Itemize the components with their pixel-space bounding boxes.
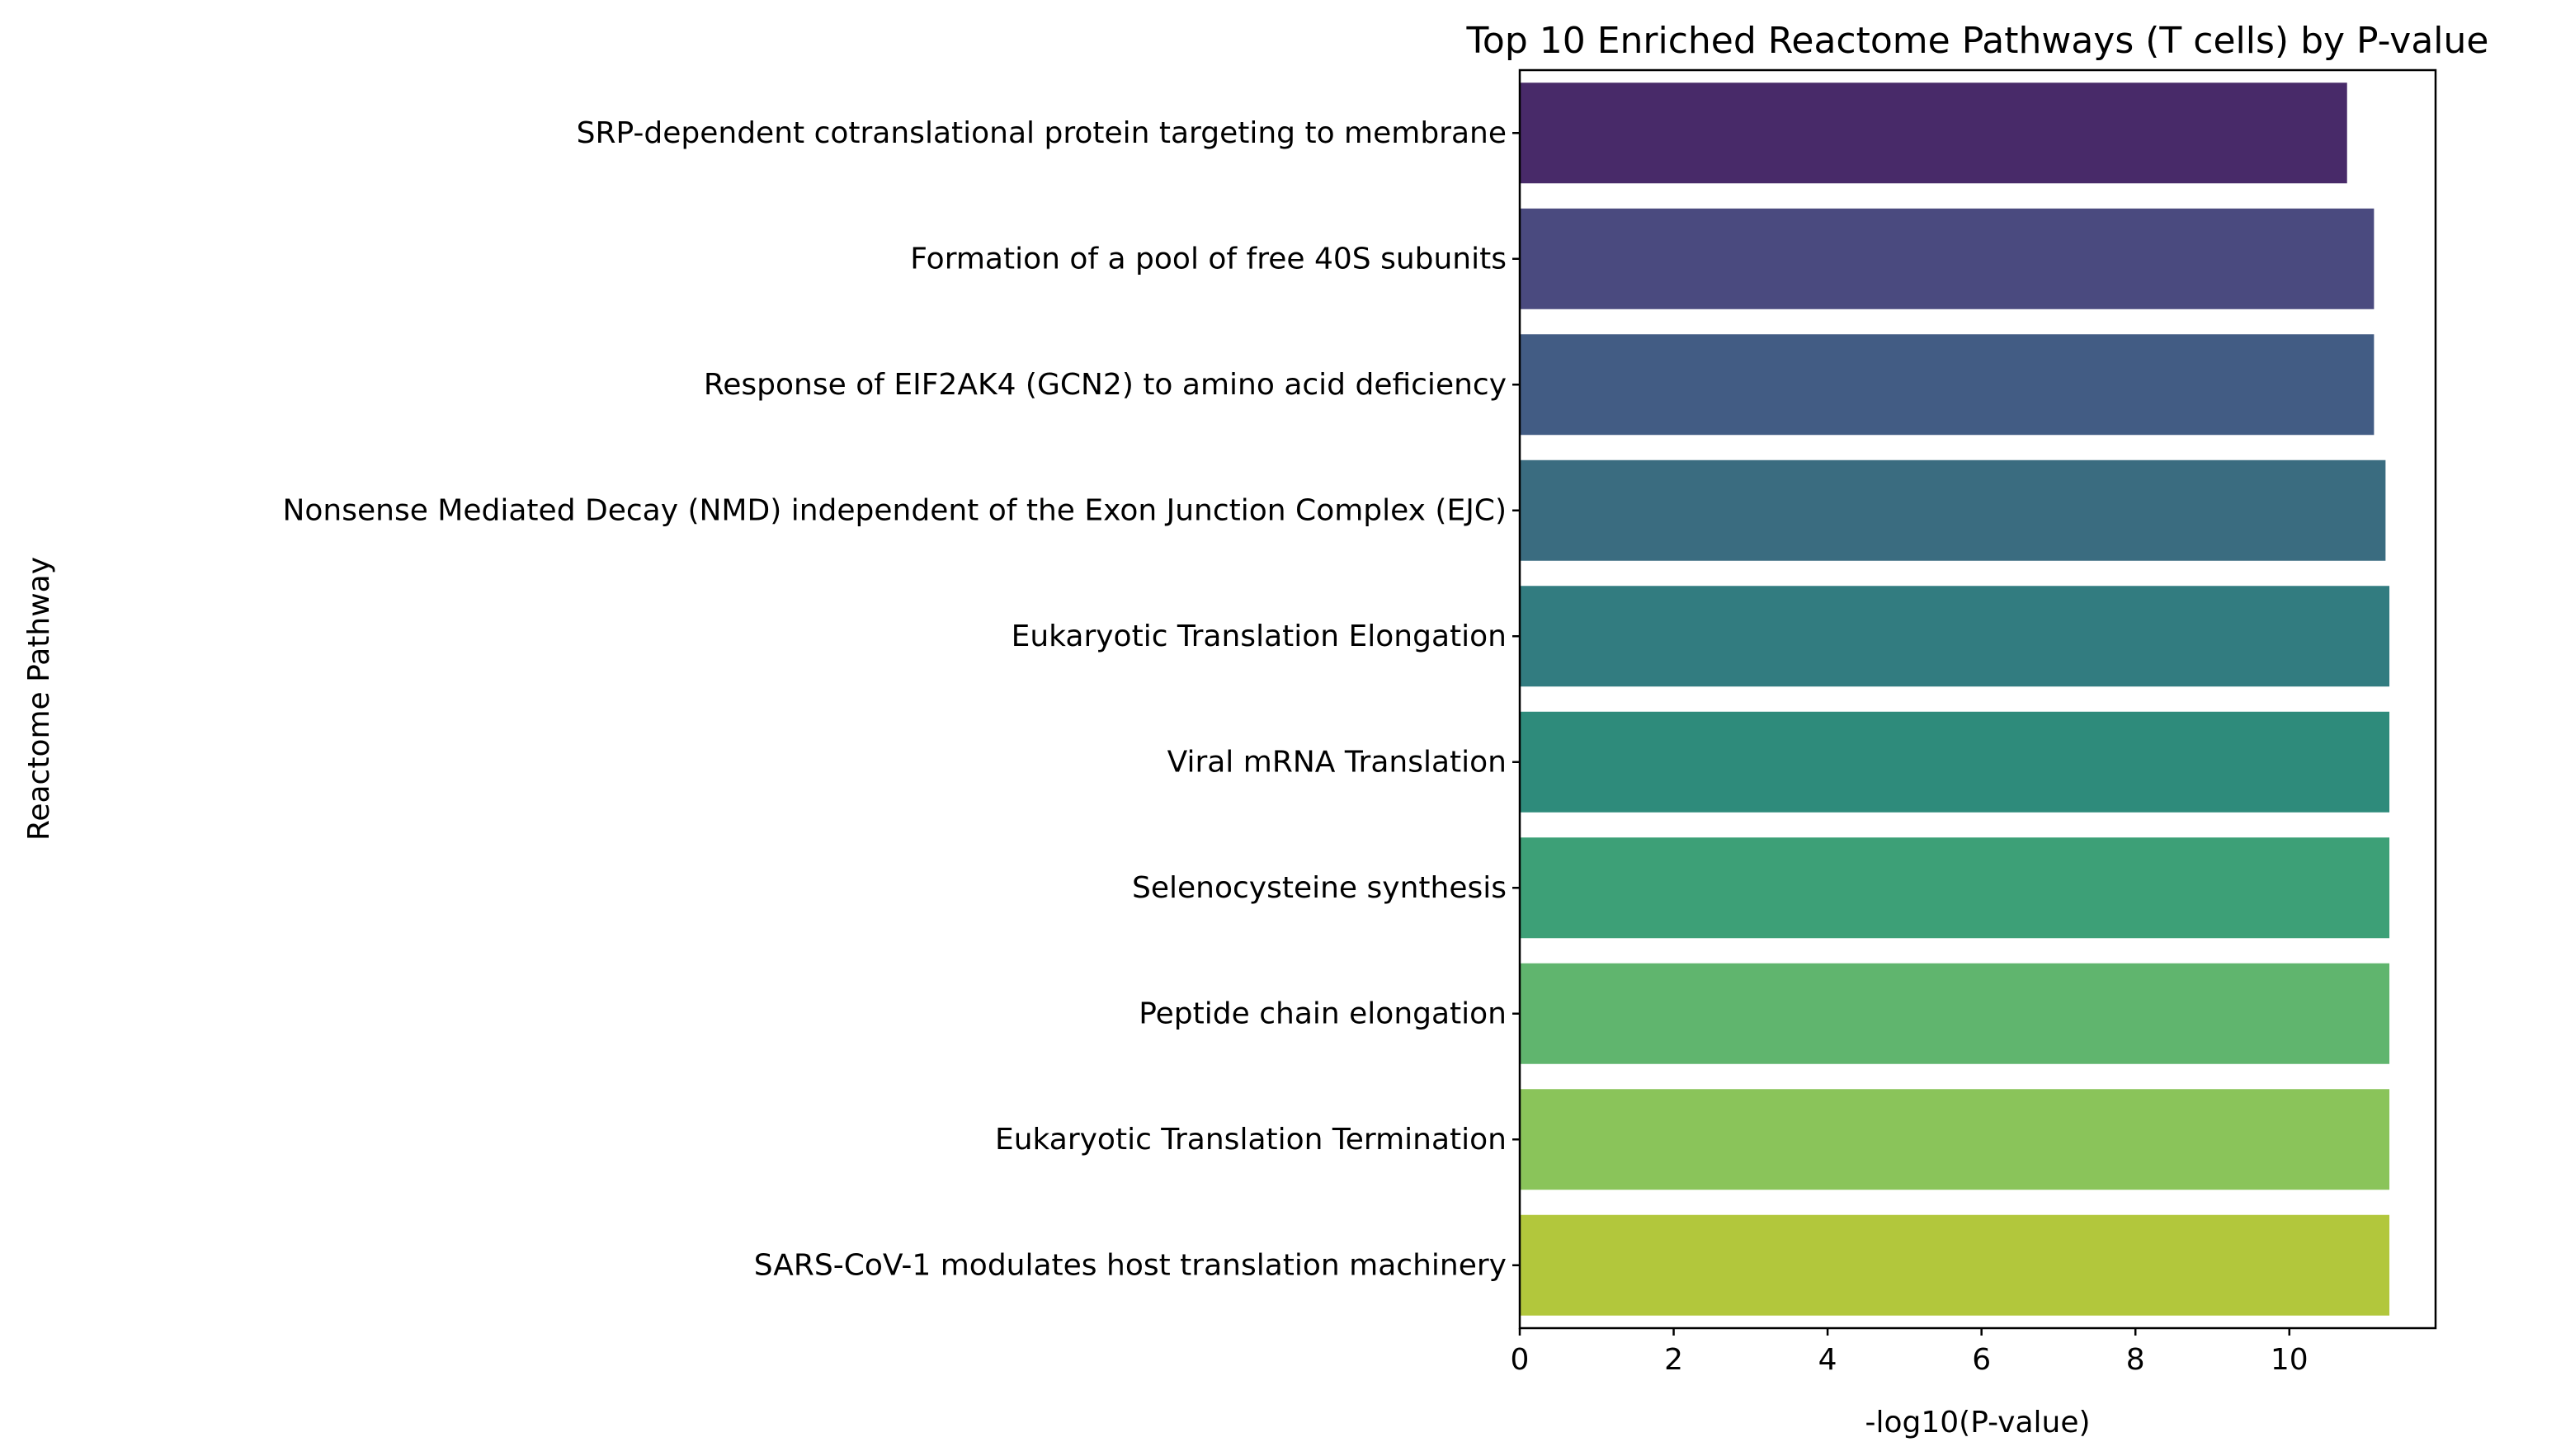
category-label: SARS-CoV-1 modulates host translation ma… — [754, 1248, 1507, 1282]
bar — [1520, 586, 2390, 687]
category-label: SRP-dependent cotranslational protein ta… — [577, 116, 1507, 150]
x-tick-label: 4 — [1818, 1343, 1837, 1377]
x-tick-label: 0 — [1511, 1343, 1530, 1377]
y-axis-label: Reactome Pathway — [22, 557, 56, 841]
x-tick-label: 8 — [2126, 1343, 2145, 1377]
category-label: Formation of a pool of free 40S subunits — [910, 242, 1507, 276]
category-label: Viral mRNA Translation — [1167, 745, 1507, 779]
bar — [1520, 963, 2390, 1064]
plot-area-frame — [1518, 68, 2437, 1330]
chart-title: Top 10 Enriched Reactome Pathways (T cel… — [1466, 20, 2489, 62]
category-label: Eukaryotic Translation Elongation — [1012, 620, 1507, 653]
category-label: Peptide chain elongation — [1139, 997, 1507, 1030]
category-label: Nonsense Mediated Decay (NMD) independen… — [282, 493, 1507, 527]
bar — [1520, 1089, 2390, 1190]
category-label: Eukaryotic Translation Termination — [995, 1123, 1507, 1157]
bar — [1520, 837, 2390, 939]
x-axis-label: -log10(P-value) — [1865, 1406, 2090, 1440]
category-label: Response of EIF2AK4 (GCN2) to amino acid… — [704, 368, 1507, 402]
bar — [1520, 1214, 2390, 1316]
bar — [1520, 82, 2347, 184]
category-labels-group: SRP-dependent cotranslational protein ta… — [282, 116, 1520, 1282]
x-ticks-group: 0 2 4 6 8 10 — [1511, 1328, 2309, 1377]
category-label: Selenocysteine synthesis — [1132, 871, 1507, 905]
bar — [1520, 334, 2375, 436]
x-tick-label: 10 — [2271, 1343, 2309, 1377]
x-tick-label: 6 — [1972, 1343, 1991, 1377]
x-tick-label: 2 — [1664, 1343, 1683, 1377]
bar — [1520, 711, 2390, 813]
bars-group — [1520, 82, 2390, 1316]
bar — [1520, 208, 2375, 309]
bar — [1520, 459, 2386, 561]
